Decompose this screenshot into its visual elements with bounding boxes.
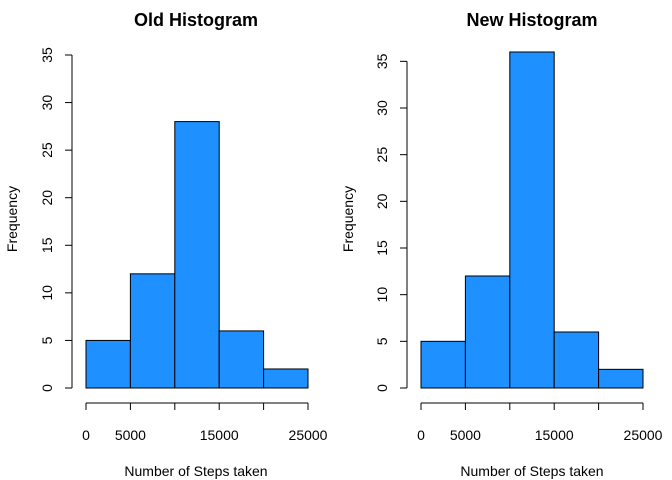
old-histogram-bar xyxy=(174,121,220,389)
new-histogram-bar xyxy=(598,368,644,389)
new-histogram-bar xyxy=(464,275,511,389)
new-x-tick-label: 25000 xyxy=(624,427,663,443)
old-x-tick-label: 5000 xyxy=(115,427,146,443)
old-histogram-xlabel: Number of Steps taken xyxy=(124,463,267,479)
new-y-tick-label: 0 xyxy=(374,384,390,392)
old-histogram-title: Old Histogram xyxy=(134,10,258,30)
old-x-tick-label: 25000 xyxy=(289,427,328,443)
old-y-tick-label: 35 xyxy=(39,47,55,63)
old-histogram-bar xyxy=(218,330,265,389)
new-histogram-bar xyxy=(553,331,600,389)
new-y-tick-label: 35 xyxy=(374,53,390,69)
old-x-tick-label: 15000 xyxy=(200,427,239,443)
new-x-tick-label: 15000 xyxy=(535,427,574,443)
new-histogram-bar xyxy=(420,340,466,389)
old-y-tick-label: 5 xyxy=(39,336,55,344)
new-y-tick-label: 10 xyxy=(374,287,390,303)
new-y-tick-label: 5 xyxy=(374,337,390,345)
new-histogram-bar xyxy=(509,51,555,389)
new-y-tick-label: 30 xyxy=(374,100,390,116)
new-histogram-panel: New Histogram Number of Steps taken Freq… xyxy=(340,10,604,479)
new-y-tick-label: 20 xyxy=(374,193,390,209)
old-y-tick-label: 25 xyxy=(39,142,55,158)
old-histogram-bar xyxy=(85,339,131,389)
old-y-tick-label: 20 xyxy=(39,190,55,206)
old-x-tick-label: 0 xyxy=(82,427,90,443)
old-y-tick-label: 10 xyxy=(39,285,55,301)
new-histogram-xlabel: Number of Steps taken xyxy=(460,463,603,479)
new-y-tick-label: 25 xyxy=(374,147,390,163)
old-histogram-panel: Old Histogram Number of Steps taken Freq… xyxy=(4,10,268,479)
old-histogram-bar xyxy=(263,368,309,389)
old-histogram-plot: 0 5000 15000 25000 0 5 10 15 20 25 30 35 xyxy=(39,47,328,443)
old-histogram-bar xyxy=(129,273,176,389)
old-y-tick-label: 0 xyxy=(39,384,55,392)
new-y-tick-label: 15 xyxy=(374,240,390,256)
new-x-tick-label: 0 xyxy=(417,427,425,443)
new-histogram-plot: 0 5000 15000 25000 0 5 10 15 20 25 30 35 xyxy=(374,51,663,443)
new-histogram-title: New Histogram xyxy=(466,10,597,30)
old-y-tick-label: 15 xyxy=(39,237,55,253)
old-y-tick-label: 30 xyxy=(39,95,55,111)
old-histogram-ylabel: Frequency xyxy=(4,186,20,252)
new-histogram-ylabel: Frequency xyxy=(340,186,356,252)
new-x-tick-label: 5000 xyxy=(450,427,481,443)
